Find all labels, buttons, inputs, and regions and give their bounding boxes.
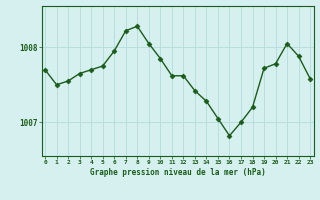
X-axis label: Graphe pression niveau de la mer (hPa): Graphe pression niveau de la mer (hPa) bbox=[90, 168, 266, 177]
